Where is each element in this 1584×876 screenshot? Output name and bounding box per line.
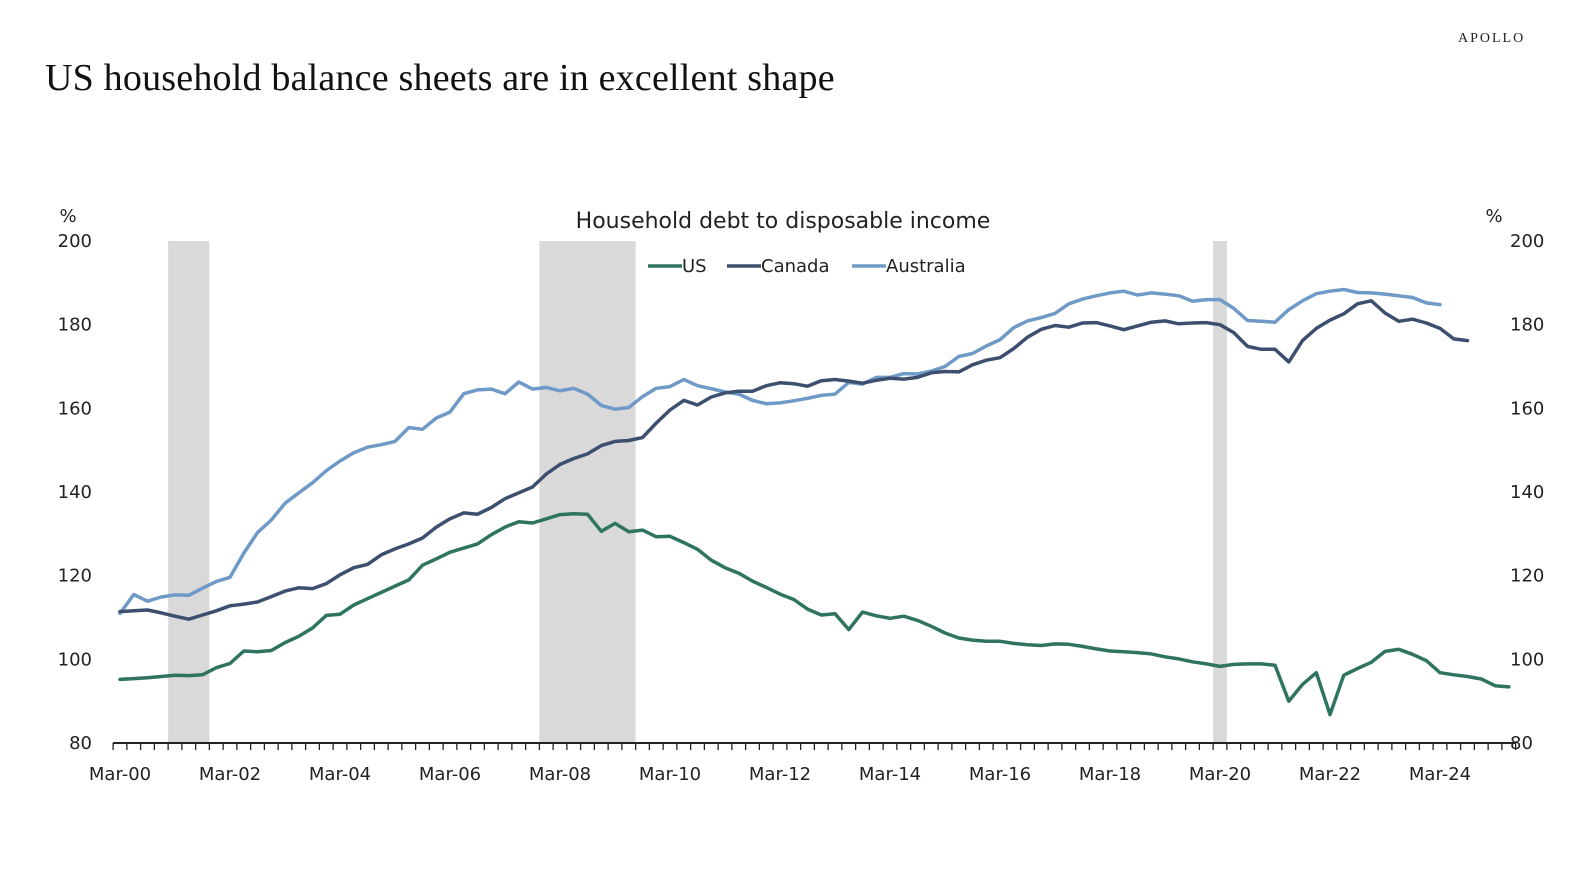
x-tick-label: Mar-22 — [1299, 764, 1361, 785]
x-tick-label: Mar-10 — [639, 764, 701, 785]
series-line-australia — [118, 287, 1442, 616]
page-title: US household balance sheets are in excel… — [45, 57, 835, 99]
legend-label-us: US — [682, 256, 707, 277]
y-axis-left: 80 100 120 140 160 180 200 — [58, 231, 92, 754]
x-tick-label: Mar-04 — [309, 764, 371, 785]
y-tick-label-right: 140 — [1510, 482, 1544, 503]
y-tick-label-right: 200 — [1510, 231, 1544, 252]
y-tick-label-left: 80 — [69, 733, 92, 754]
y-tick-label-right: 100 — [1510, 649, 1544, 670]
series-lines — [118, 287, 1511, 717]
legend-label-canada: Canada — [761, 256, 830, 277]
x-axis: Mar-00 Mar-02 Mar-04 Mar-06 Mar-08 Mar-10 Mar-… — [89, 742, 1517, 785]
x-tick-label: Mar-20 — [1189, 764, 1251, 785]
recession-shading-group — [168, 241, 1227, 743]
chart-title: Household debt to disposable income — [576, 209, 991, 234]
y-axis-right-unit: % — [1485, 206, 1502, 227]
recession-band — [1213, 241, 1227, 743]
legend: US Canada Australia — [648, 256, 966, 277]
y-tick-label-right: 160 — [1510, 398, 1544, 419]
y-tick-label-left: 160 — [58, 398, 92, 419]
y-tick-label-left: 120 — [58, 566, 92, 587]
y-tick-label-left: 200 — [58, 231, 92, 252]
x-tick-label: Mar-00 — [89, 764, 151, 785]
brand-logo: APOLLO — [1458, 31, 1526, 46]
x-tick-label: Mar-18 — [1079, 764, 1141, 785]
y-tick-label-right: 120 — [1510, 566, 1544, 587]
recession-band — [539, 241, 636, 743]
x-tick-label: Mar-02 — [199, 764, 261, 785]
y-tick-label-right: 180 — [1510, 315, 1544, 336]
y-tick-label-left: 100 — [58, 649, 92, 670]
x-tick-label: Mar-16 — [969, 764, 1031, 785]
series-line-canada — [118, 299, 1470, 621]
x-tick-label: Mar-12 — [749, 764, 811, 785]
y-tick-label-left: 140 — [58, 482, 92, 503]
y-tick-label-left: 180 — [58, 315, 92, 336]
x-tick-label: Mar-06 — [419, 764, 481, 785]
recession-band — [168, 241, 210, 743]
series-line-us — [118, 512, 1511, 717]
y-axis-left-unit: % — [59, 206, 76, 227]
x-tick-label: Mar-08 — [529, 764, 591, 785]
x-tick-label: Mar-24 — [1409, 764, 1471, 785]
x-tick-label: Mar-14 — [859, 764, 921, 785]
legend-label-australia: Australia — [886, 256, 966, 277]
